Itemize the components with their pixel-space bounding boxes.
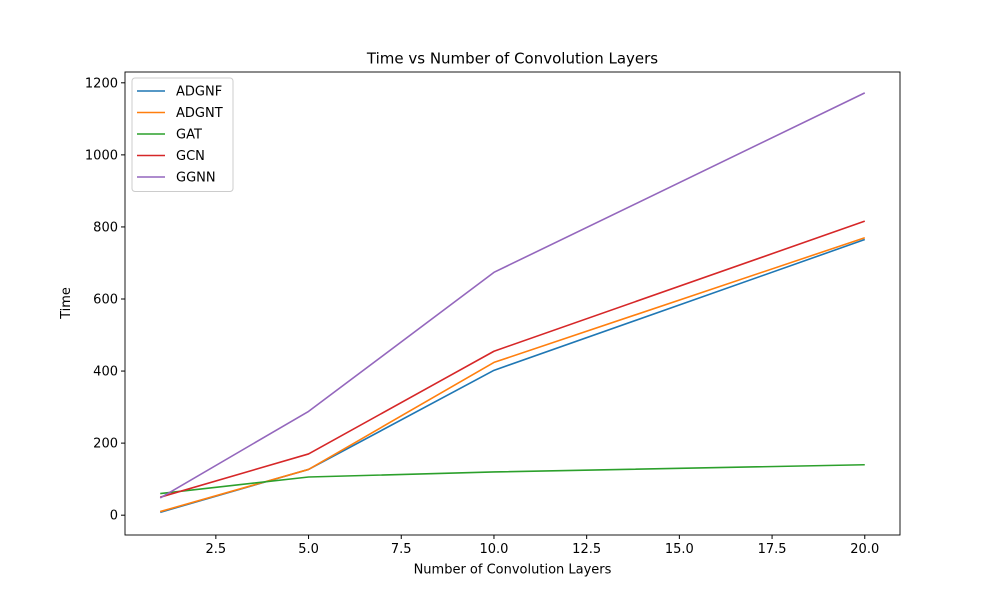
series-line-gcn [160,220,866,498]
legend-box [131,77,234,192]
series-line-adgnt [160,236,866,513]
legend-label: GCN [176,149,205,164]
legend-label: ADGNT [176,106,223,121]
y-tick-label: 200 [93,437,118,452]
y-tick-label: 1000 [85,148,118,163]
legend: ADGNF ADGNT GAT GCN GGNN [131,77,234,192]
series-line-ggnn [159,92,866,499]
legend-label: ADGNF [176,85,222,100]
y-tick-label: 1200 [85,76,118,91]
x-tick-label: 7.5 [391,542,412,557]
x-tick-label: 20.0 [850,542,879,557]
y-tick-label: 0 [110,509,118,524]
x-tick-label: 5.0 [298,542,319,557]
y-tick-label: 600 [93,292,118,307]
series-line-gat [160,463,865,495]
legend-label: GGNN [176,171,216,186]
x-axis-label: Number of Convolution Layers [414,563,612,578]
x-tick-label: 17.5 [758,542,787,557]
x-tick-label: 15.0 [665,542,694,557]
legend-label: GAT [176,128,202,143]
plot-area: 2.5 5.0 7.5 10.0 12.5 15.0 17.5 20.0 0 200 400 600 8… [85,71,901,557]
x-tick-label: 12.5 [572,542,601,557]
x-tick-label: 2.5 [206,542,227,557]
chart-title: Time vs Number of Convolution Layers [366,50,658,68]
axes-frame [124,71,901,536]
y-tick-label: 400 [93,365,118,380]
y-axis-label: Time [59,287,74,320]
x-tick-label: 10.0 [479,542,508,557]
y-tick-label: 800 [93,220,118,235]
